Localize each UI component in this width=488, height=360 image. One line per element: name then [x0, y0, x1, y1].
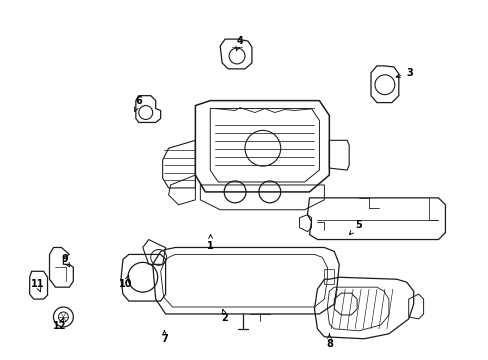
Text: 6: 6	[134, 96, 142, 112]
Text: 7: 7	[161, 331, 167, 344]
Text: 3: 3	[395, 68, 412, 78]
Text: 5: 5	[349, 220, 361, 235]
Text: 12: 12	[53, 318, 67, 332]
Text: 1: 1	[207, 235, 213, 251]
Text: 9: 9	[61, 253, 69, 267]
Text: 2: 2	[221, 309, 228, 323]
Text: 4: 4	[235, 36, 243, 51]
Text: 10: 10	[119, 275, 132, 289]
Text: 8: 8	[325, 334, 332, 349]
Text: 11: 11	[30, 279, 44, 292]
